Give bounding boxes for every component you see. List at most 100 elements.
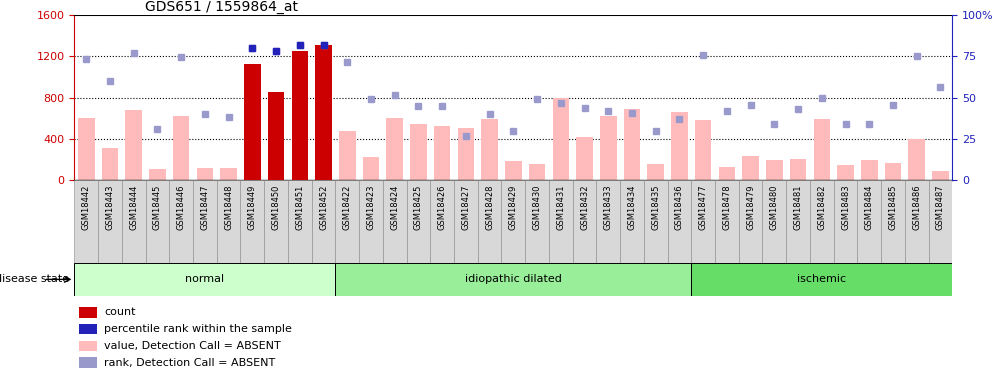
Bar: [268, 92, 285, 180]
FancyBboxPatch shape: [905, 180, 929, 262]
FancyBboxPatch shape: [691, 262, 952, 296]
Bar: [315, 45, 332, 180]
Bar: [410, 124, 427, 180]
Bar: [481, 119, 498, 180]
Bar: [79, 340, 96, 351]
Text: GSM18487: GSM18487: [936, 184, 945, 230]
Text: GSM18451: GSM18451: [296, 184, 305, 230]
Bar: [672, 112, 687, 180]
Text: idiopathic dilated: idiopathic dilated: [465, 274, 561, 284]
Text: GSM18427: GSM18427: [461, 184, 470, 230]
Text: rank, Detection Call = ABSENT: rank, Detection Call = ABSENT: [104, 358, 276, 368]
FancyBboxPatch shape: [644, 180, 668, 262]
FancyBboxPatch shape: [98, 180, 122, 262]
Bar: [932, 171, 948, 180]
Text: GSM18436: GSM18436: [675, 184, 683, 230]
Text: value, Detection Call = ABSENT: value, Detection Call = ABSENT: [104, 341, 281, 351]
Text: GSM18432: GSM18432: [580, 184, 589, 230]
Text: GSM18480: GSM18480: [770, 184, 779, 230]
Bar: [196, 168, 213, 180]
FancyBboxPatch shape: [596, 180, 620, 262]
FancyBboxPatch shape: [240, 180, 264, 262]
Text: GSM18434: GSM18434: [628, 184, 637, 230]
Text: GSM18443: GSM18443: [105, 184, 114, 230]
FancyBboxPatch shape: [264, 180, 288, 262]
Bar: [505, 161, 522, 180]
FancyBboxPatch shape: [288, 180, 311, 262]
Bar: [315, 45, 332, 180]
Bar: [268, 92, 285, 180]
FancyBboxPatch shape: [478, 180, 502, 262]
FancyBboxPatch shape: [787, 180, 809, 262]
Text: GSM18431: GSM18431: [557, 184, 565, 230]
FancyBboxPatch shape: [502, 180, 525, 262]
Bar: [909, 139, 925, 180]
Bar: [813, 119, 830, 180]
Bar: [861, 160, 878, 180]
FancyBboxPatch shape: [763, 180, 787, 262]
FancyBboxPatch shape: [881, 180, 905, 262]
FancyBboxPatch shape: [170, 180, 193, 262]
Bar: [244, 64, 261, 180]
Text: GSM18484: GSM18484: [865, 184, 874, 230]
FancyBboxPatch shape: [407, 180, 431, 262]
Bar: [553, 98, 569, 180]
Text: percentile rank within the sample: percentile rank within the sample: [104, 324, 292, 334]
Text: GSM18447: GSM18447: [200, 184, 209, 230]
FancyBboxPatch shape: [809, 180, 833, 262]
Text: disease state: disease state: [0, 274, 69, 284]
FancyBboxPatch shape: [146, 180, 170, 262]
Bar: [624, 109, 640, 180]
Bar: [220, 168, 237, 180]
Text: GSM18445: GSM18445: [153, 184, 162, 230]
Bar: [363, 158, 379, 180]
Text: GSM18452: GSM18452: [319, 184, 328, 230]
FancyBboxPatch shape: [929, 180, 952, 262]
Text: GSM18450: GSM18450: [272, 184, 281, 230]
FancyBboxPatch shape: [454, 180, 478, 262]
Text: GSM18478: GSM18478: [722, 184, 731, 230]
Bar: [457, 128, 474, 180]
FancyBboxPatch shape: [668, 180, 691, 262]
Bar: [292, 51, 309, 180]
FancyBboxPatch shape: [691, 180, 715, 262]
FancyBboxPatch shape: [383, 180, 407, 262]
Text: GSM18483: GSM18483: [841, 184, 850, 230]
Text: GSM18449: GSM18449: [248, 184, 257, 230]
Text: GSM18482: GSM18482: [817, 184, 826, 230]
Bar: [885, 163, 902, 180]
Bar: [78, 118, 94, 180]
Text: GSM18425: GSM18425: [414, 184, 423, 230]
Bar: [718, 166, 735, 180]
Text: GSM18435: GSM18435: [651, 184, 661, 230]
Bar: [339, 130, 355, 180]
FancyBboxPatch shape: [193, 180, 217, 262]
FancyBboxPatch shape: [122, 180, 146, 262]
Bar: [387, 118, 403, 180]
Bar: [576, 137, 593, 180]
FancyBboxPatch shape: [217, 180, 240, 262]
Text: GSM18426: GSM18426: [437, 184, 446, 230]
Bar: [79, 357, 96, 368]
Bar: [125, 110, 142, 180]
Bar: [173, 116, 189, 180]
Text: GSM18448: GSM18448: [224, 184, 233, 230]
Bar: [79, 307, 96, 318]
Text: GSM18444: GSM18444: [129, 184, 138, 230]
Text: GSM18486: GSM18486: [913, 184, 922, 230]
Bar: [529, 164, 546, 180]
FancyBboxPatch shape: [335, 180, 359, 262]
Bar: [648, 164, 664, 180]
Bar: [79, 324, 96, 334]
Text: ischemic: ischemic: [798, 274, 846, 284]
Bar: [292, 51, 309, 180]
FancyBboxPatch shape: [525, 180, 549, 262]
FancyBboxPatch shape: [620, 180, 644, 262]
Text: GSM18433: GSM18433: [604, 184, 613, 230]
Bar: [742, 156, 759, 180]
Bar: [434, 126, 450, 180]
Text: GSM18424: GSM18424: [390, 184, 399, 230]
FancyBboxPatch shape: [715, 180, 739, 262]
Bar: [102, 148, 118, 180]
FancyBboxPatch shape: [833, 180, 857, 262]
